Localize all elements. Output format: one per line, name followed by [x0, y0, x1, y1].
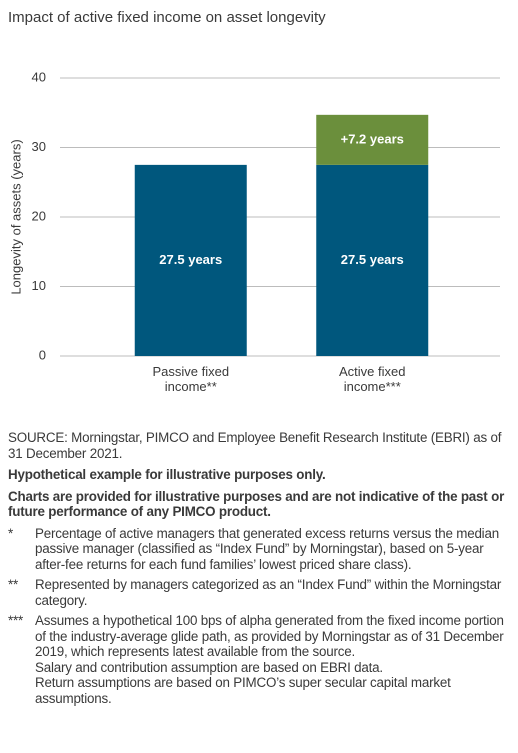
footnote-text: Represented by managers categorized as a… — [35, 577, 508, 608]
footnote: *** Assumes a hypothetical 100 bps of alp… — [8, 613, 508, 706]
footnote-paragraph: Represented by managers categorized as a… — [35, 577, 502, 608]
footnotes: * Percentage of active managers that gene… — [8, 526, 508, 707]
footnote-paragraph: Percentage of active managers that gener… — [35, 525, 499, 572]
bar-segment — [134, 164, 247, 356]
footnote: * Percentage of active managers that gene… — [8, 526, 508, 573]
footnote: ** Represented by managers categorized as… — [8, 577, 508, 608]
source: SOURCE: Morningstar, PIMCO and Employee … — [8, 430, 502, 461]
y-tick-label: 0 — [39, 347, 46, 362]
footnote-paragraph: Salary and contribution assumption are b… — [35, 659, 383, 675]
value-label: 27.5 years — [159, 252, 222, 267]
footnote-marker: ** — [8, 577, 19, 592]
value-label: 27.5 years — [341, 252, 404, 267]
footnote-marker: * — [8, 525, 14, 541]
x-tick-label: Passive fixed income** — [152, 364, 230, 394]
y-tick-label: 30 — [32, 139, 46, 154]
footnote-marker: *** — [8, 613, 24, 628]
disclaimer: Hypothetical example for illustrative pu… — [8, 467, 326, 482]
chart: Impact of active fixed income on asset l… — [8, 9, 500, 362]
footnote-text: Assumes a hypothetical 100 bps of alpha … — [35, 613, 508, 706]
footnote-text: Percentage of active managers that gener… — [35, 526, 508, 573]
chart-title: Impact of active fixed income on asset l… — [8, 9, 326, 26]
bar-segment — [316, 164, 429, 356]
y-tick-label: 40 — [32, 69, 46, 84]
footnote-paragraph: Return assumptions are based on PIMCO’s … — [35, 675, 451, 706]
disclaimer: Charts are provided for illustrative pur… — [8, 488, 505, 520]
y-tick-label: 20 — [32, 208, 46, 223]
bar-segment — [316, 114, 429, 165]
y-tick-label: 10 — [32, 278, 46, 293]
x-tick-label: Active fixed income*** — [339, 364, 406, 394]
y-axis-label: Longevity of assets (years) — [8, 139, 23, 294]
footnote-paragraph: Assumes a hypothetical 100 bps of alpha … — [35, 613, 504, 659]
value-label: +7.2 years — [341, 131, 404, 146]
notes: SOURCE: Morningstar, PIMCO and Employee … — [8, 430, 508, 711]
